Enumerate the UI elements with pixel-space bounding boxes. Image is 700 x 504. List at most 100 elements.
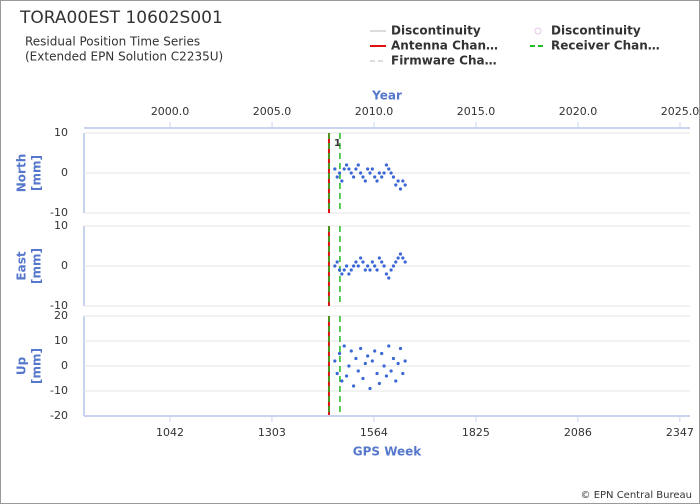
- data-point: [375, 371, 379, 376]
- data-point: [387, 167, 391, 171]
- x2-tick-label: 2020.0: [559, 105, 598, 118]
- x2-tick-label: 2010.0: [355, 105, 394, 118]
- data-point: [382, 264, 386, 268]
- data-point: [333, 359, 337, 363]
- data-point: [401, 179, 405, 183]
- x2-tick-label: 2000.0: [151, 105, 190, 118]
- data-point: [344, 374, 349, 378]
- data-point: [351, 264, 356, 268]
- data-point: [370, 260, 374, 264]
- data-point: [335, 371, 339, 376]
- annotation: 1: [334, 138, 341, 149]
- data-point: [347, 167, 351, 171]
- data-point: [340, 379, 344, 383]
- data-point: [394, 260, 398, 264]
- data-point: [382, 171, 386, 175]
- data-point: [375, 179, 379, 183]
- y-axis-label: [mm]: [30, 248, 44, 284]
- x2-axis-label: Year: [371, 89, 402, 103]
- data-point: [377, 256, 381, 260]
- data-point: [387, 344, 391, 348]
- x-tick-label: 2086: [564, 426, 592, 439]
- data-point: [349, 268, 353, 272]
- x2-tick-label: 2015.0: [457, 105, 496, 118]
- data-point: [380, 175, 384, 179]
- data-point: [377, 381, 381, 386]
- data-point: [387, 276, 391, 280]
- x-tick-label: 1564: [360, 426, 388, 439]
- data-point: [335, 260, 339, 264]
- chart-title: TORA00EST 10602S001: [19, 8, 223, 28]
- data-point: [401, 256, 405, 260]
- data-point: [391, 175, 396, 179]
- y-tick-label: 0: [61, 166, 68, 179]
- data-point: [351, 175, 356, 179]
- data-point: [354, 356, 358, 361]
- data-point: [370, 359, 374, 363]
- y-tick-label: -10: [50, 384, 68, 397]
- data-point: [333, 167, 337, 171]
- data-point: [377, 171, 381, 175]
- x-axis-label: GPS Week: [353, 445, 423, 459]
- data-point: [361, 376, 365, 381]
- y-tick-label: 10: [54, 334, 68, 347]
- data-point: [333, 264, 337, 268]
- y-tick-label: 10: [54, 219, 68, 232]
- y-tick-label: 10: [54, 126, 68, 139]
- data-point: [354, 260, 358, 264]
- y-axis-label: Up: [15, 356, 29, 375]
- data-point: [344, 163, 349, 167]
- y-axis-label: [mm]: [30, 155, 44, 191]
- subtitle: Residual Position Time Series: [25, 35, 200, 49]
- data-point: [344, 264, 349, 268]
- data-point: [398, 346, 403, 351]
- y-tick-label: 0: [61, 359, 68, 372]
- x-tick-label: 1042: [156, 426, 184, 439]
- data-point: [384, 374, 389, 378]
- legend-label: Antenna Chan…: [391, 39, 498, 53]
- data-point: [403, 183, 407, 187]
- data-point: [356, 264, 360, 268]
- data-point: [337, 171, 342, 175]
- data-point: [366, 354, 370, 358]
- data-point: [396, 179, 400, 183]
- data-point: [356, 369, 360, 373]
- data-point: [351, 384, 356, 388]
- y-tick-label: -10: [50, 299, 68, 312]
- data-point: [389, 268, 393, 272]
- data-point: [359, 346, 363, 351]
- data-point: [349, 349, 353, 353]
- data-point: [361, 175, 365, 179]
- data-point: [373, 264, 377, 268]
- data-point: [363, 268, 367, 272]
- data-point: [363, 179, 367, 183]
- y-tick-label: -20: [50, 409, 68, 422]
- data-point: [349, 171, 353, 175]
- data-point: [368, 386, 372, 391]
- data-point: [403, 359, 407, 363]
- y-axis-label: [mm]: [30, 348, 44, 384]
- data-point: [342, 167, 346, 171]
- data-point: [335, 175, 339, 179]
- y-axis-label: East: [15, 251, 29, 280]
- y-axis-label: North: [15, 154, 29, 192]
- legend-label: Discontinuity: [391, 24, 481, 38]
- data-point: [391, 264, 396, 268]
- data-point: [384, 272, 389, 276]
- data-point: [347, 272, 351, 276]
- x2-tick-label: 2025.0: [661, 105, 700, 118]
- data-point: [368, 171, 372, 175]
- data-point: [354, 167, 358, 171]
- data-point: [361, 260, 365, 264]
- data-point: [366, 264, 370, 268]
- data-point: [373, 349, 377, 353]
- legend-label: Discontinuity: [551, 24, 641, 38]
- data-point: [356, 163, 360, 167]
- data-point: [396, 256, 400, 260]
- data-point: [398, 187, 403, 191]
- data-point: [340, 179, 344, 183]
- data-point: [337, 268, 342, 272]
- data-point: [370, 167, 374, 171]
